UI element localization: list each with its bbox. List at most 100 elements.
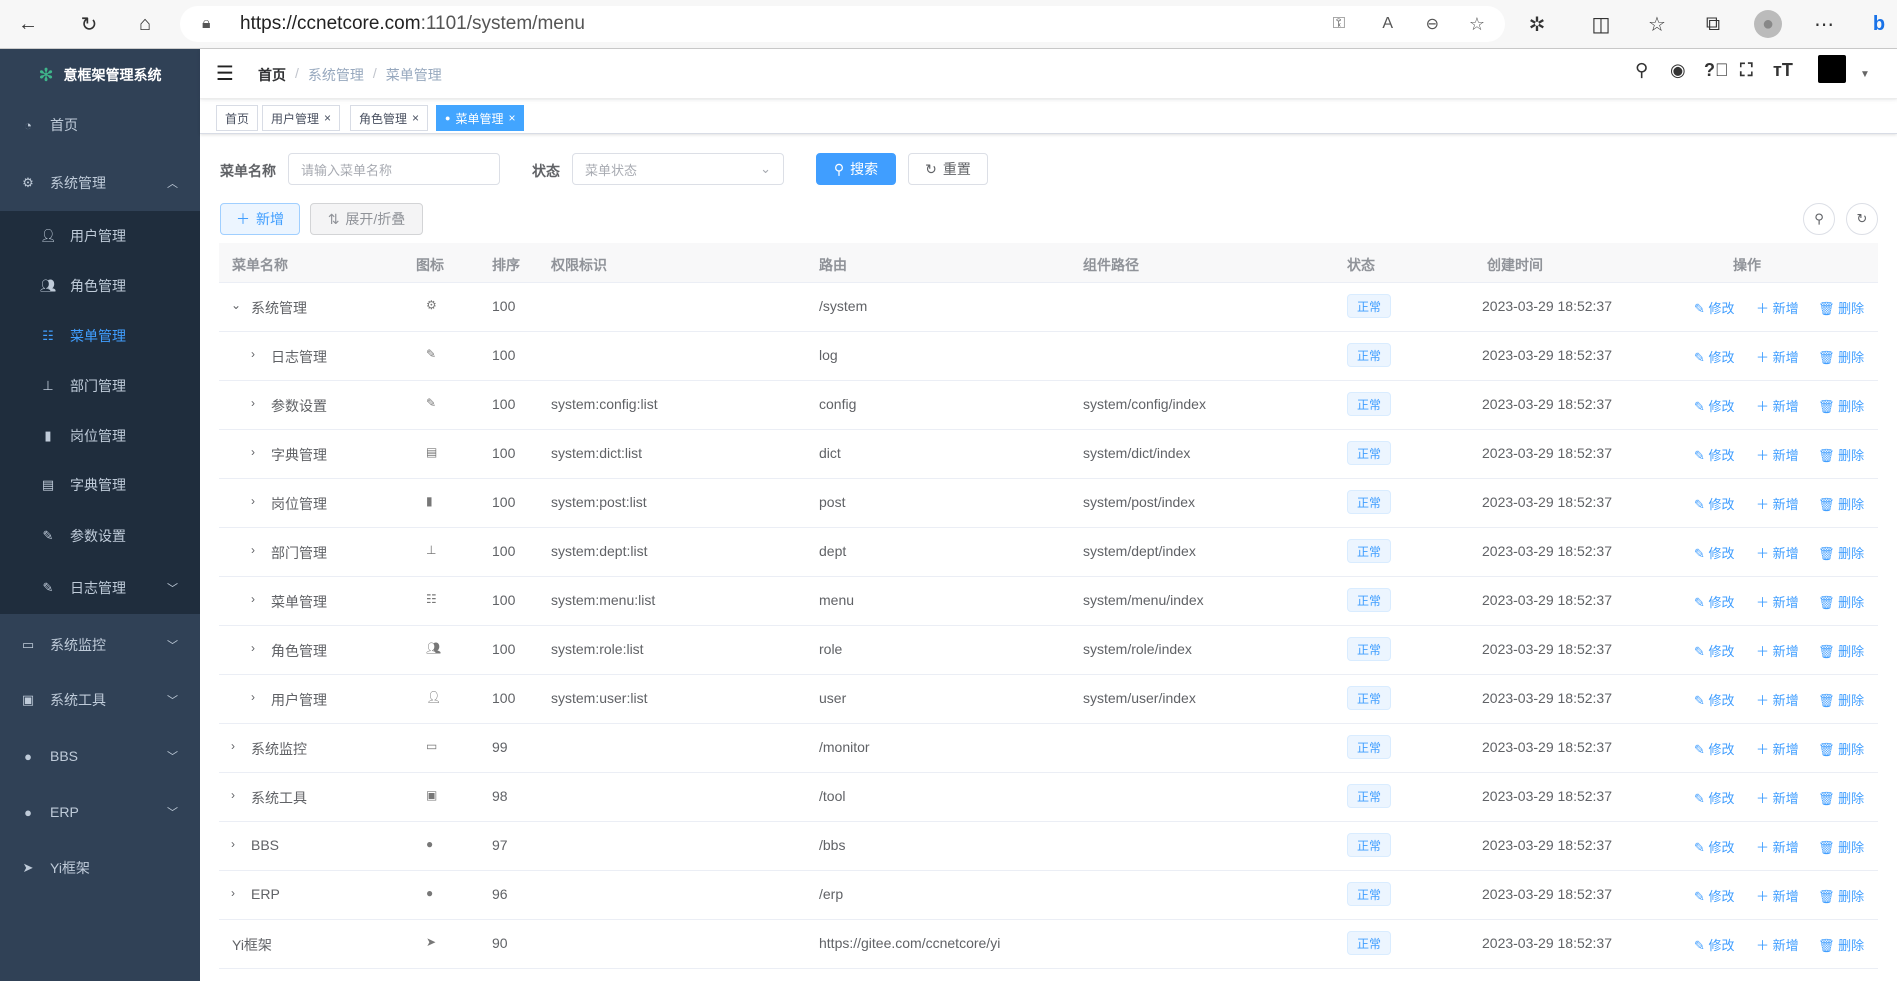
edit-action[interactable]: ✎ 修改: [1694, 690, 1735, 709]
edit-action[interactable]: ✎ 修改: [1694, 837, 1735, 856]
expand-right-icon[interactable]: ›: [251, 592, 255, 606]
collections-icon[interactable]: ⧉: [1705, 12, 1721, 35]
hamburger-icon[interactable]: ☰: [216, 63, 234, 85]
split-screen-icon[interactable]: ◫: [1591, 13, 1611, 36]
sidebar-item[interactable]: 👤︎ 用户管理: [0, 216, 200, 256]
search-button[interactable]: ⚲ 搜索: [816, 153, 896, 185]
sidebar-item[interactable]: ▣ 系统工具 ﹀: [0, 680, 200, 720]
delete-action[interactable]: 🗑︎ 删除: [1818, 935, 1864, 954]
tag-3[interactable]: ● 菜单管理 ×: [436, 105, 525, 131]
delete-action[interactable]: 🗑︎ 删除: [1818, 592, 1864, 611]
expand-right-icon[interactable]: ›: [251, 543, 255, 557]
sidebar-item[interactable]: ➤ Yi框架: [0, 848, 200, 888]
add-button[interactable]: ＋ 新增: [220, 203, 300, 235]
delete-action[interactable]: 🗑︎ 删除: [1818, 837, 1864, 856]
sidebar-item[interactable]: ● ERP ﹀: [0, 792, 200, 832]
delete-action[interactable]: 🗑︎ 删除: [1818, 347, 1864, 366]
edit-action[interactable]: ✎ 修改: [1694, 445, 1735, 464]
help-icon[interactable]: ?⃝: [1704, 60, 1729, 80]
extensions-icon[interactable]: ✲: [1528, 13, 1546, 36]
user-avatar[interactable]: [1818, 55, 1846, 83]
search-icon[interactable]: ⚲: [1635, 60, 1649, 80]
expand-right-icon[interactable]: ›: [231, 788, 235, 802]
home-icon[interactable]: ⌂: [138, 12, 152, 35]
add-action[interactable]: ＋ 新增: [1756, 690, 1799, 709]
more-icon[interactable]: ⋯: [1814, 13, 1834, 36]
expand-right-icon[interactable]: ›: [251, 347, 255, 361]
sidebar-item[interactable]: 👥︎ 角色管理: [0, 266, 200, 306]
close-icon[interactable]: ×: [324, 111, 332, 125]
sidebar-item[interactable]: ☷ 菜单管理: [0, 316, 200, 356]
delete-action[interactable]: 🗑︎ 删除: [1818, 690, 1864, 709]
delete-action[interactable]: 🗑︎ 删除: [1818, 445, 1864, 464]
tag-1[interactable]: 用户管理 ×: [262, 105, 341, 131]
sidebar-item[interactable]: ✎ 参数设置: [0, 516, 200, 556]
back-icon[interactable]: ←: [18, 12, 38, 35]
address-bar[interactable]: 🔒︎ https://ccnetcore.com:1101/system/men…: [180, 6, 1505, 42]
add-action[interactable]: ＋ 新增: [1756, 445, 1799, 464]
edit-action[interactable]: ✎ 修改: [1694, 788, 1735, 807]
expand-right-icon[interactable]: ›: [251, 494, 255, 508]
tag-0[interactable]: 首页: [216, 105, 259, 131]
add-action[interactable]: ＋ 新增: [1756, 592, 1799, 611]
expand-down-icon[interactable]: ⌄: [231, 298, 242, 312]
caret-down-icon[interactable]: ▼: [1860, 69, 1870, 80]
bing-icon[interactable]: b: [1872, 12, 1886, 35]
github-icon[interactable]: ◉: [1670, 60, 1686, 80]
edit-action[interactable]: ✎ 修改: [1694, 641, 1735, 660]
sidebar-item[interactable]: ● BBS ﹀: [0, 736, 200, 776]
favorites-icon[interactable]: ☆: [1648, 13, 1666, 36]
delete-action[interactable]: 🗑︎ 删除: [1818, 494, 1864, 513]
add-action[interactable]: ＋ 新增: [1756, 641, 1799, 660]
font-size-icon[interactable]: тT: [1773, 60, 1793, 80]
delete-action[interactable]: 🗑︎ 删除: [1818, 298, 1864, 317]
edit-action[interactable]: ✎ 修改: [1694, 298, 1735, 317]
sidebar-item[interactable]: ⚙ 系统管理 ︿: [0, 163, 200, 203]
add-action[interactable]: ＋ 新增: [1756, 494, 1799, 513]
refresh-table-button[interactable]: ↻: [1846, 203, 1878, 235]
add-favorite-icon[interactable]: ☆: [1468, 13, 1485, 34]
sidebar-item[interactable]: ⊥ 部门管理: [0, 366, 200, 406]
add-action[interactable]: ＋ 新增: [1756, 788, 1799, 807]
edit-action[interactable]: ✎ 修改: [1694, 396, 1735, 415]
sidebar-item[interactable]: ✎ 日志管理 ﹀: [0, 568, 200, 608]
fullscreen-icon[interactable]: ⛶: [1740, 60, 1753, 80]
expand-right-icon[interactable]: ›: [251, 396, 255, 410]
add-action[interactable]: ＋ 新增: [1756, 886, 1799, 905]
expand-right-icon[interactable]: ›: [251, 641, 255, 655]
edit-action[interactable]: ✎ 修改: [1694, 592, 1735, 611]
sidebar-item[interactable]: ◔ 首页: [0, 105, 200, 145]
status-select[interactable]: 菜单状态 ⌄: [572, 153, 784, 185]
close-icon[interactable]: ×: [508, 111, 516, 125]
close-icon[interactable]: ×: [412, 111, 420, 125]
toggle-search-button[interactable]: ⚲: [1803, 203, 1835, 235]
delete-action[interactable]: 🗑︎ 删除: [1818, 739, 1864, 758]
edit-action[interactable]: ✎ 修改: [1694, 935, 1735, 954]
breadcrumb-home[interactable]: 首页: [258, 67, 286, 83]
delete-action[interactable]: 🗑︎ 删除: [1818, 641, 1864, 660]
menu-name-input[interactable]: 请输入菜单名称: [288, 153, 500, 185]
refresh-icon[interactable]: ↻: [80, 13, 98, 36]
expand-right-icon[interactable]: ›: [251, 445, 255, 459]
sidebar-item[interactable]: ▭ 系统监控 ﹀: [0, 625, 200, 665]
key-icon[interactable]: ⚿: [1332, 15, 1345, 32]
reset-button[interactable]: ↻ 重置: [908, 153, 988, 185]
add-action[interactable]: ＋ 新增: [1756, 347, 1799, 366]
add-action[interactable]: ＋ 新增: [1756, 739, 1799, 758]
tag-2[interactable]: 角色管理 ×: [350, 105, 429, 131]
delete-action[interactable]: 🗑︎ 删除: [1818, 396, 1864, 415]
edit-action[interactable]: ✎ 修改: [1694, 543, 1735, 562]
add-action[interactable]: ＋ 新增: [1756, 396, 1799, 415]
delete-action[interactable]: 🗑︎ 删除: [1818, 886, 1864, 905]
delete-action[interactable]: 🗑︎ 删除: [1818, 788, 1864, 807]
expand-right-icon[interactable]: ›: [231, 886, 235, 900]
zoom-out-icon[interactable]: ⊖: [1425, 16, 1439, 33]
edit-action[interactable]: ✎ 修改: [1694, 739, 1735, 758]
profile-avatar-icon[interactable]: ●: [1754, 10, 1782, 38]
add-action[interactable]: ＋ 新增: [1756, 543, 1799, 562]
expand-right-icon[interactable]: ›: [251, 690, 255, 704]
expand-collapse-button[interactable]: ⇅ 展开/折叠: [310, 203, 423, 235]
delete-action[interactable]: 🗑︎ 删除: [1818, 543, 1864, 562]
read-aloud-icon[interactable]: A: [1382, 15, 1393, 32]
edit-action[interactable]: ✎ 修改: [1694, 347, 1735, 366]
